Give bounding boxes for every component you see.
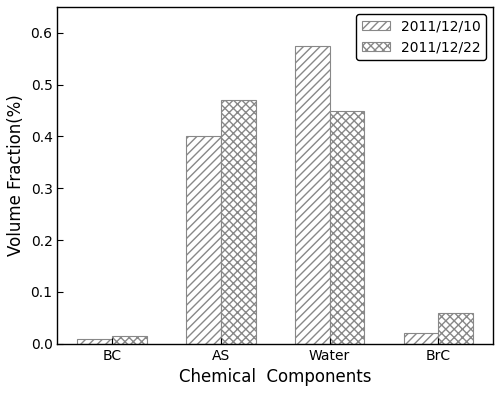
X-axis label: Chemical  Components: Chemical Components: [179, 368, 372, 386]
Bar: [330, 110, 364, 343]
Bar: [112, 336, 147, 343]
Bar: [77, 340, 112, 343]
Bar: [438, 312, 474, 343]
Bar: [295, 46, 330, 343]
Bar: [186, 136, 221, 343]
Bar: [404, 333, 438, 343]
Y-axis label: Volume Fraction(%): Volume Fraction(%): [7, 94, 25, 256]
Legend: 2011/12/10, 2011/12/22: 2011/12/10, 2011/12/22: [356, 14, 486, 60]
Bar: [221, 100, 256, 343]
